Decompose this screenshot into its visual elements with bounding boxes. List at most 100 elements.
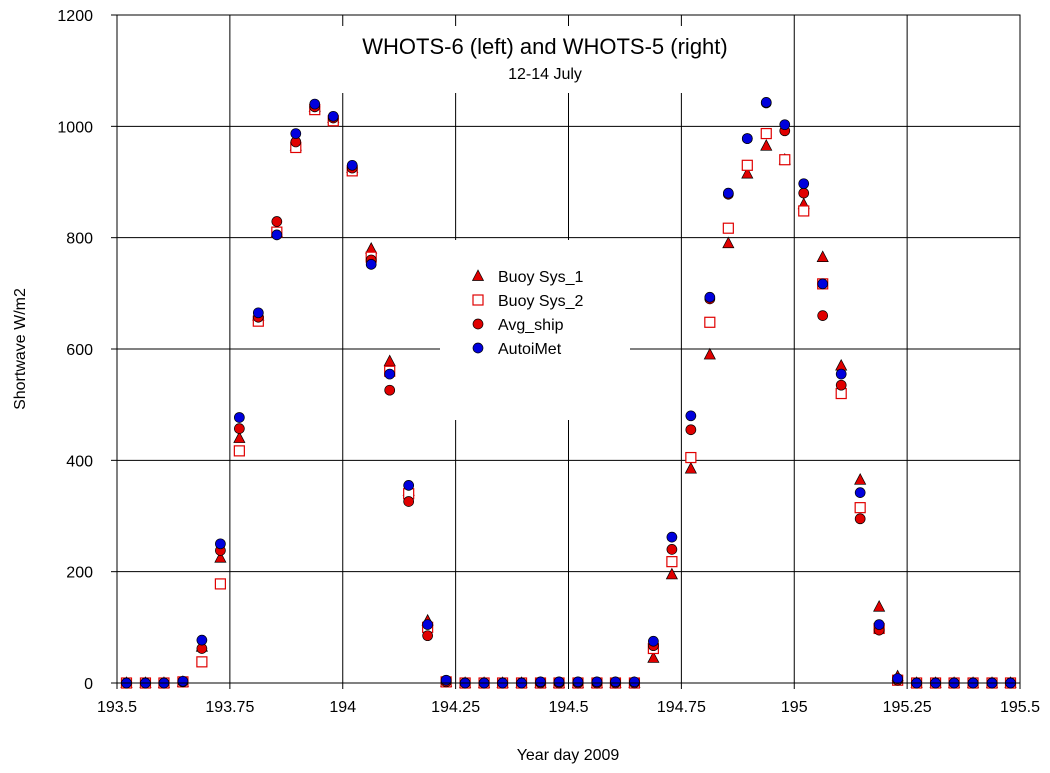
data-point — [685, 410, 697, 422]
data-point — [214, 550, 227, 563]
legend-item-buoy-sys-2: Buoy Sys_2 — [472, 293, 583, 310]
legend-label: Avg_ship — [498, 317, 564, 334]
data-point — [383, 354, 396, 367]
data-point — [196, 656, 208, 668]
x-tick-label: 195.25 — [883, 699, 932, 716]
y-axis-tick-labels: 0 200 400 600 800 1000 1200 — [57, 8, 93, 693]
legend-item-buoy-sys-1: Buoy Sys_1 — [471, 269, 583, 286]
data-point — [440, 674, 452, 686]
legend-marker-shape — [471, 269, 485, 281]
data-point — [722, 236, 735, 249]
legend-marker-shape — [472, 318, 484, 330]
legend-marker-triangle — [471, 269, 485, 281]
data-point — [854, 473, 867, 485]
legend-marker-square — [472, 294, 484, 306]
data-point — [798, 187, 810, 199]
data-point — [873, 619, 885, 630]
data-point — [703, 347, 716, 360]
data-point — [666, 556, 678, 568]
data-point — [422, 630, 433, 642]
data-point — [835, 368, 847, 380]
data-point — [798, 205, 810, 217]
data-point — [214, 578, 226, 590]
data-point — [666, 544, 678, 555]
data-point — [685, 424, 697, 436]
legend: Buoy Sys_1 Buoy Sys_2 Avg_ship AutoiMet — [471, 269, 583, 358]
data-point — [271, 216, 283, 227]
data-point — [233, 431, 246, 443]
data-point — [684, 461, 697, 474]
data-point — [327, 110, 339, 122]
y-tick-label: 1000 — [57, 119, 93, 136]
x-axis-title: Year day 2009 — [517, 747, 620, 764]
data-point — [666, 531, 678, 543]
x-tick-label: 195.5 — [1000, 699, 1040, 716]
data-point — [722, 222, 734, 234]
data-point — [215, 538, 226, 550]
data-point — [835, 379, 847, 391]
data-point — [290, 128, 302, 139]
chart-title: WHOTS-6 (left) and WHOTS-5 (right) — [362, 34, 727, 59]
data-point — [384, 368, 396, 380]
data-point — [741, 133, 753, 144]
y-tick-label: 1200 — [57, 8, 93, 25]
data-point — [403, 480, 415, 491]
data-point — [629, 676, 640, 688]
data-point — [835, 358, 848, 371]
data-point — [779, 119, 791, 131]
data-point — [384, 384, 396, 396]
data-point — [648, 635, 659, 647]
data-point — [309, 98, 321, 110]
legend-background — [440, 240, 630, 420]
data-point — [234, 412, 245, 423]
legend-marker-circle — [472, 342, 484, 354]
data-point — [553, 676, 565, 688]
y-tick-label: 800 — [66, 231, 93, 248]
data-point — [816, 250, 829, 262]
data-point — [817, 278, 829, 290]
x-tick-label: 194 — [329, 699, 356, 716]
data-point — [591, 676, 603, 688]
data-point — [722, 187, 734, 199]
data-point — [647, 651, 660, 663]
data-point — [704, 316, 716, 328]
data-point — [271, 229, 283, 241]
data-point — [685, 451, 697, 464]
legend-item-autoimet: AutoiMet — [472, 341, 562, 358]
data-point — [760, 97, 772, 108]
x-tick-label: 195 — [781, 699, 808, 716]
x-tick-label: 193.75 — [205, 699, 254, 716]
data-point — [196, 634, 208, 646]
data-point — [760, 127, 772, 140]
x-axis-tick-labels: 193.5 193.75 194 194.25 194.5 194.75 195 195.25… — [97, 699, 1040, 716]
data-point — [854, 502, 866, 514]
legend-marker-shape — [472, 294, 484, 306]
data-point — [665, 567, 678, 580]
legend-label: Buoy Sys_1 — [498, 269, 583, 286]
legend-item-avg-ship: Avg_ship — [472, 317, 564, 334]
y-tick-label: 0 — [84, 676, 93, 693]
legend-marker-shape — [472, 342, 484, 354]
data-point — [233, 445, 245, 457]
data-point — [741, 159, 753, 171]
data-point — [572, 676, 584, 688]
y-tick-label: 400 — [66, 453, 93, 470]
x-tick-label: 194.25 — [431, 699, 480, 716]
data-point — [535, 676, 546, 688]
data-point — [234, 423, 245, 434]
x-tick-label: 194.75 — [657, 699, 706, 716]
title-background — [331, 26, 758, 93]
y-tick-label: 600 — [66, 342, 93, 359]
data-point — [854, 513, 866, 525]
data-point — [892, 673, 903, 684]
grid — [117, 15, 1020, 683]
legend-label: Buoy Sys_2 — [498, 293, 583, 310]
data-point — [704, 291, 716, 303]
data-point — [422, 619, 433, 630]
data-point — [760, 139, 773, 151]
y-axis-title: Shortwave W/m2 — [12, 288, 29, 410]
data-point — [741, 166, 754, 179]
chart-subtitle: 12-14 July — [508, 66, 582, 83]
x-tick-label: 193.5 — [97, 699, 137, 716]
